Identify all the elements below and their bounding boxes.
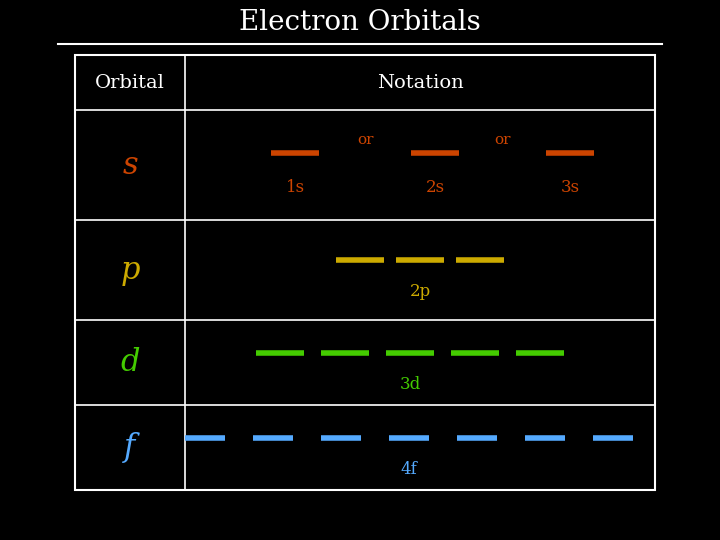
- Text: p: p: [120, 254, 140, 286]
- Text: or: or: [356, 133, 373, 147]
- Text: Notation: Notation: [377, 73, 464, 91]
- Text: 3d: 3d: [400, 376, 420, 393]
- Text: f: f: [125, 432, 135, 463]
- Bar: [75, 55, 655, 490]
- Text: s: s: [122, 150, 138, 180]
- Text: Electron Orbitals: Electron Orbitals: [239, 9, 481, 36]
- Text: 2s: 2s: [426, 179, 444, 195]
- Text: 1s: 1s: [285, 179, 305, 195]
- Text: Orbital: Orbital: [95, 73, 165, 91]
- Text: 2p: 2p: [410, 284, 431, 300]
- Text: 4f: 4f: [400, 461, 418, 478]
- Text: d: d: [120, 347, 140, 378]
- Text: or: or: [494, 133, 510, 147]
- Text: 3s: 3s: [560, 179, 580, 195]
